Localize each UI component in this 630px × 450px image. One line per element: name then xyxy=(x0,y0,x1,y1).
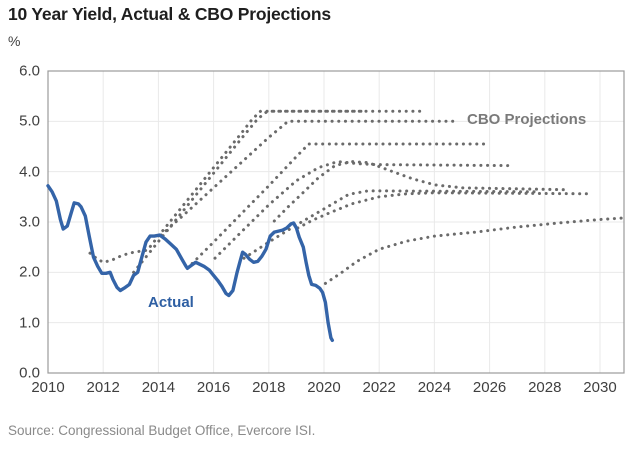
actual-series-label: Actual xyxy=(148,294,194,311)
x-tick-label: 2030 xyxy=(583,379,617,396)
y-axis-unit-label: % xyxy=(8,33,21,49)
chart-title: 10 Year Yield, Actual & CBO Projections xyxy=(8,4,331,24)
y-tick-label: 0.0 xyxy=(19,364,40,382)
y-tick-label: 2.0 xyxy=(19,263,40,281)
plot-border xyxy=(47,70,625,374)
x-tick-label: 2018 xyxy=(252,379,286,396)
x-tick-label: 2010 xyxy=(31,379,65,396)
x-tick-label: 2024 xyxy=(417,379,452,396)
series-cbo-projection-2 xyxy=(132,109,428,274)
y-tick-label: 3.0 xyxy=(19,213,40,231)
source-note: Source: Congressional Budget Office, Eve… xyxy=(8,423,316,438)
y-tick-label: 4.0 xyxy=(19,163,40,181)
series-cbo-projection-7 xyxy=(272,160,572,223)
series-cbo-projection-4 xyxy=(185,142,489,270)
series-cbo-projection-5 xyxy=(213,160,514,260)
x-tick-label: 2028 xyxy=(528,379,562,396)
x-tick-label: 2014 xyxy=(141,379,176,396)
y-tick-label: 5.0 xyxy=(19,112,40,130)
y-tick-label: 6.0 xyxy=(19,62,40,80)
series-cbo-projection-1 xyxy=(88,109,367,264)
series-cbo-projection-3 xyxy=(159,119,456,237)
y-tick-label: 1.0 xyxy=(19,314,40,332)
series-actual xyxy=(46,184,334,342)
x-tick-label: 2012 xyxy=(86,379,120,396)
series-cbo-projection-8 xyxy=(296,191,594,230)
x-tick-label: 2022 xyxy=(362,379,396,396)
series-cbo-projection-9 xyxy=(323,216,625,285)
x-tick-label: 2016 xyxy=(196,379,231,396)
cbo-projections-label: CBO Projections xyxy=(467,111,587,128)
series-cbo-projection-6 xyxy=(242,189,541,260)
x-tick-label: 2020 xyxy=(307,379,341,396)
x-tick-label: 2026 xyxy=(472,379,507,396)
